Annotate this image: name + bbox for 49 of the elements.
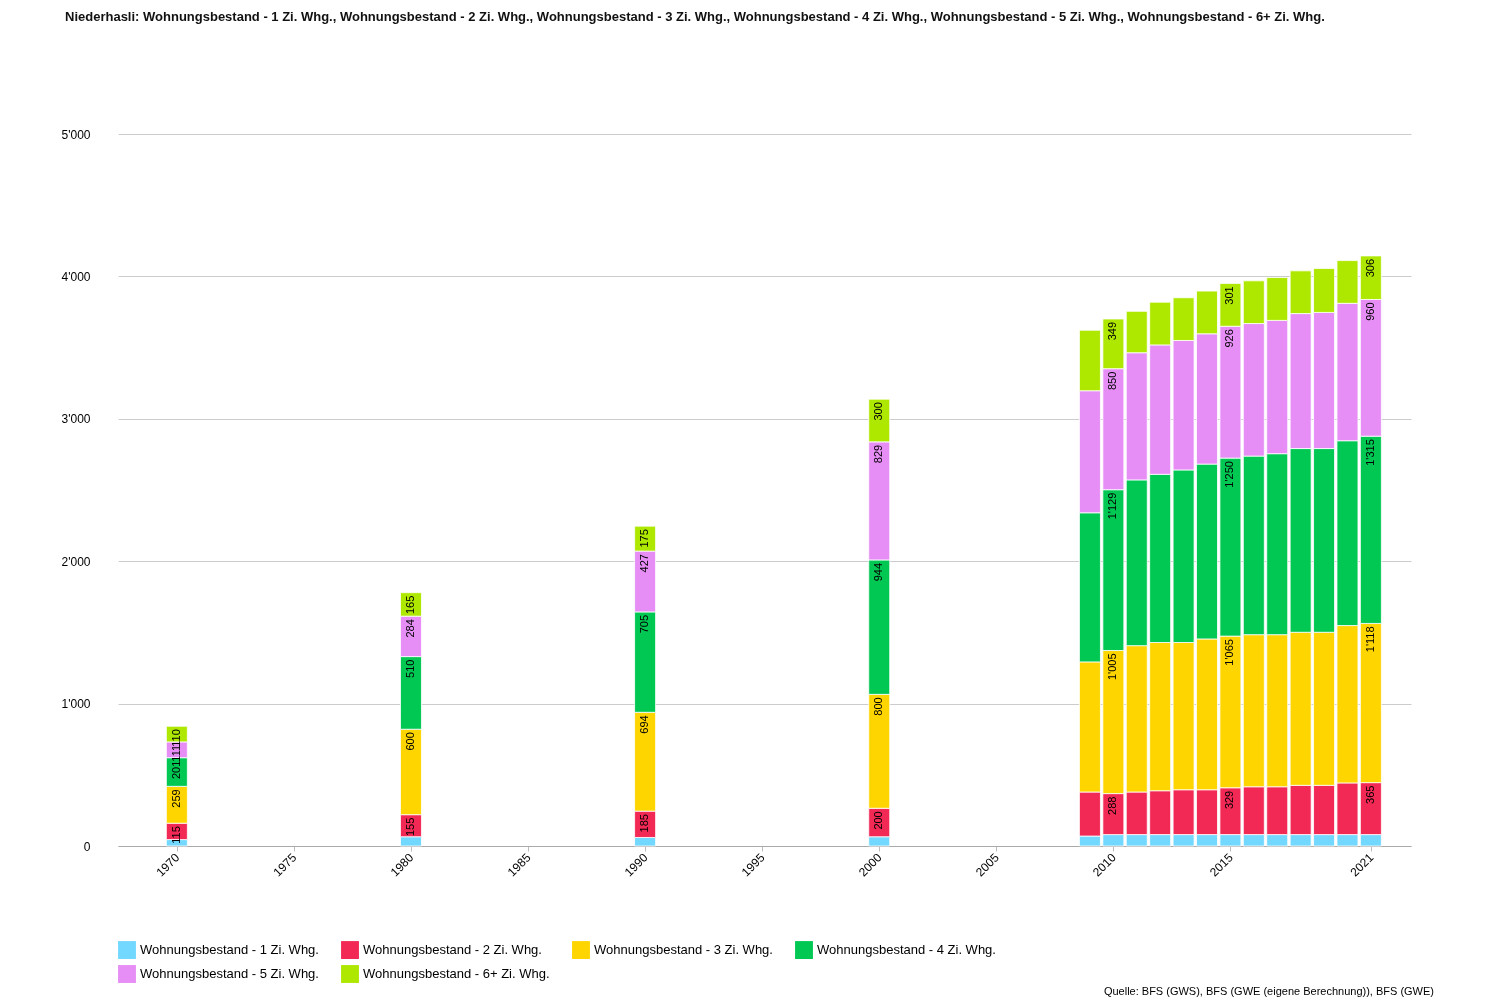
y-tick-label: 1'000 — [61, 697, 91, 712]
data-label: 165 — [403, 595, 416, 615]
legend-label: Wohnungsbestand - 6+ Zi. Whg. — [363, 966, 550, 981]
y-tick-label: 4'000 — [61, 269, 91, 284]
data-label: 1'315 — [1363, 439, 1376, 466]
data-label: 829 — [872, 444, 885, 464]
data-label: 427 — [638, 554, 651, 573]
data-label: 110 — [169, 729, 182, 747]
legend-label: Wohnungsbestand - 4 Zi. Whg. — [817, 942, 996, 958]
data-label: 115 — [169, 826, 182, 844]
data-label: 111 — [169, 744, 182, 762]
data-label: 926 — [1223, 329, 1236, 348]
data-label: 1'065 — [1223, 639, 1236, 666]
data-label: 306 — [1363, 258, 1376, 278]
data-label: 201 — [169, 760, 182, 780]
data-label: 155 — [403, 817, 416, 837]
chart-title: Niederhasli: Wohnungsbestand - 1 Zi. Whg., Wohnungsbestand - 2 Zi. Whg., Wohnungsbestand - 3 Zi. Whg., Wohnungsbestand - 4 Zi. Whg., Wohnungsbestand - 5 Zi. Whg., Wohnungsbestand - 6+ Zi. Whg. — [65, 9, 1325, 24]
data-label: 694 — [638, 715, 651, 734]
data-label: 259 — [169, 789, 182, 808]
data-label: 300 — [872, 402, 885, 421]
data-label: 288 — [1106, 796, 1119, 815]
y-tick-label: 5'000 — [61, 127, 91, 142]
data-label: 301 — [1223, 286, 1236, 305]
legend-label: Wohnungsbestand - 3 Zi. Whg. — [594, 942, 773, 958]
data-label: 944 — [872, 562, 885, 582]
data-label: 1'129 — [1106, 492, 1119, 520]
data-label: 1'005 — [1106, 653, 1119, 681]
data-label: 329 — [1223, 790, 1236, 810]
legend-label: Wohnungsbestand - 5 Zi. Whg. — [140, 966, 319, 981]
legend-label: Wohnungsbestand - 2 Zi. Whg. — [363, 942, 542, 958]
y-tick-label: 2'000 — [61, 554, 91, 569]
data-label: 284 — [403, 619, 416, 638]
y-tick-label: 3'000 — [61, 412, 91, 427]
data-label: 365 — [1363, 785, 1376, 804]
legend-label: Wohnungsbestand - 1 Zi. Whg. — [140, 942, 319, 958]
data-label: 705 — [638, 614, 651, 634]
data-label: 185 — [638, 814, 651, 833]
data-label: 800 — [872, 697, 885, 716]
data-label: 510 — [403, 659, 416, 678]
data-label: 1'250 — [1223, 461, 1236, 488]
data-label: 349 — [1106, 321, 1119, 341]
source-note: Quelle: BFS (GWS), BFS (GWE (eigene Berechnung)), BFS (GWE) — [1103, 985, 1434, 997]
data-label: 850 — [1106, 371, 1119, 391]
data-label: 600 — [403, 732, 416, 751]
data-label: 200 — [872, 811, 885, 830]
data-label: 175 — [638, 529, 651, 548]
data-label: 960 — [1363, 302, 1376, 321]
data-label: 1'118 — [1363, 626, 1376, 653]
y-tick-label: 0 — [83, 839, 91, 854]
